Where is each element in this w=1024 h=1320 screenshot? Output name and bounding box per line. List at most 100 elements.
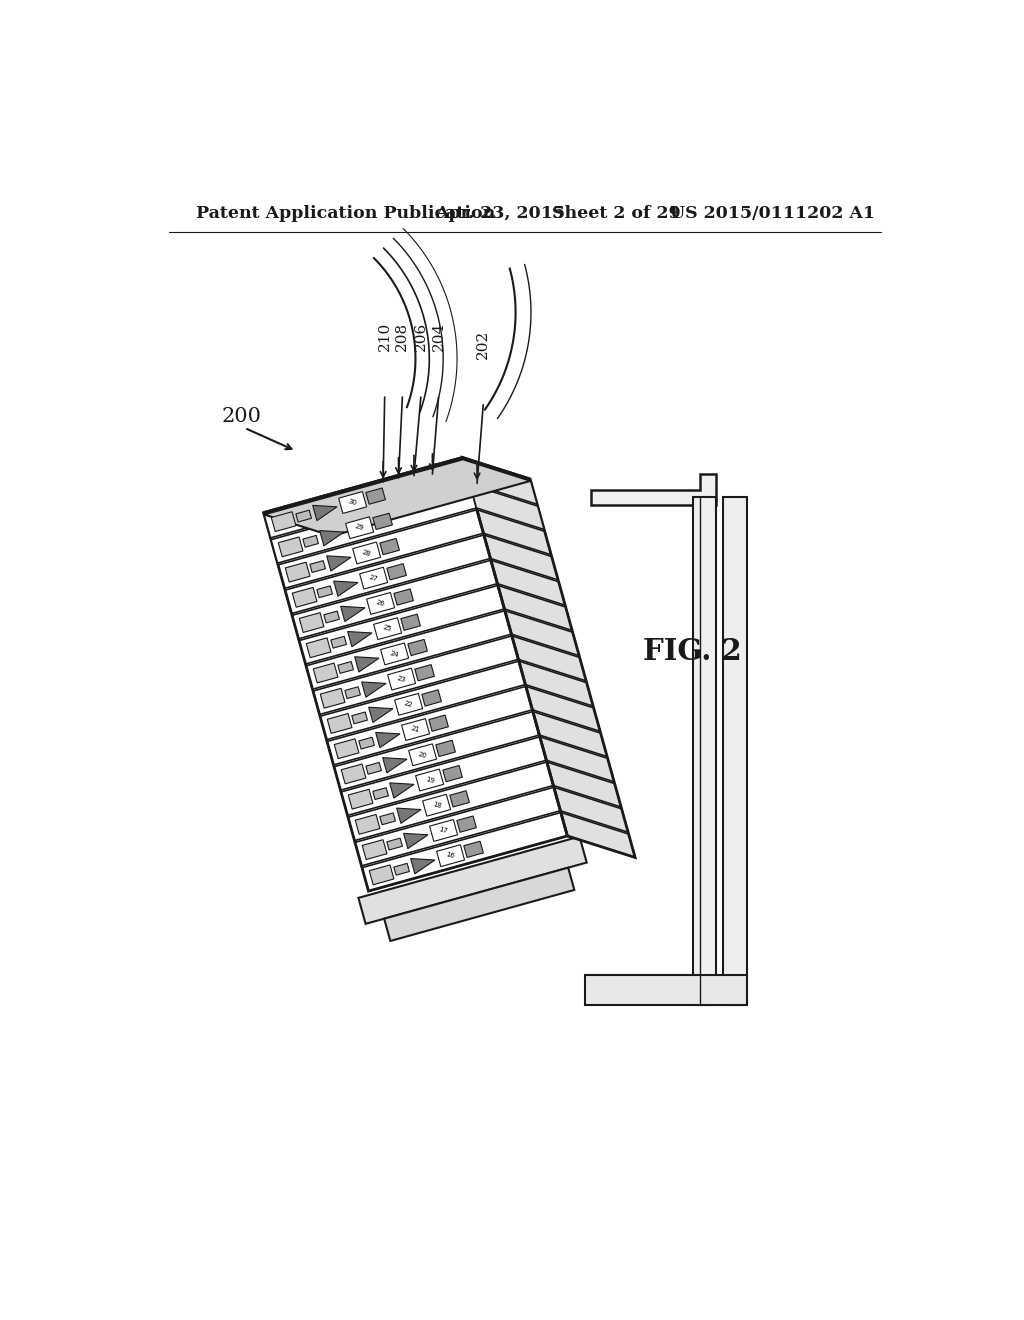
Polygon shape <box>285 535 490 614</box>
Polygon shape <box>355 787 560 866</box>
Polygon shape <box>540 737 614 781</box>
Polygon shape <box>401 718 430 741</box>
Polygon shape <box>331 636 346 648</box>
Polygon shape <box>373 788 388 800</box>
Polygon shape <box>306 611 511 689</box>
Polygon shape <box>321 688 345 708</box>
Polygon shape <box>394 693 423 715</box>
Polygon shape <box>561 813 635 858</box>
Polygon shape <box>591 474 716 506</box>
Polygon shape <box>299 586 505 664</box>
Text: 200: 200 <box>221 407 261 426</box>
Text: 24: 24 <box>389 649 399 657</box>
Text: 28: 28 <box>361 549 372 557</box>
Polygon shape <box>358 737 375 748</box>
Polygon shape <box>292 587 317 607</box>
Text: 23: 23 <box>396 675 407 684</box>
Polygon shape <box>367 593 394 614</box>
Polygon shape <box>355 814 380 834</box>
Polygon shape <box>532 711 607 756</box>
Polygon shape <box>464 841 483 858</box>
Polygon shape <box>724 498 746 1006</box>
Text: 208: 208 <box>395 322 410 351</box>
Text: FIG. 2: FIG. 2 <box>643 636 741 665</box>
Polygon shape <box>369 708 393 722</box>
Polygon shape <box>279 510 483 589</box>
Polygon shape <box>477 510 551 554</box>
Text: 22: 22 <box>403 701 414 709</box>
Polygon shape <box>264 459 469 537</box>
Polygon shape <box>313 663 338 682</box>
Polygon shape <box>457 816 476 832</box>
Polygon shape <box>354 657 379 672</box>
Polygon shape <box>384 867 574 941</box>
Text: 21: 21 <box>411 726 421 734</box>
Polygon shape <box>271 512 296 532</box>
Polygon shape <box>394 589 414 605</box>
Polygon shape <box>306 638 331 657</box>
Polygon shape <box>374 618 401 640</box>
Polygon shape <box>348 762 553 841</box>
Polygon shape <box>327 556 351 572</box>
Polygon shape <box>271 484 476 564</box>
Polygon shape <box>370 865 394 884</box>
Polygon shape <box>334 581 358 597</box>
Polygon shape <box>339 491 367 513</box>
Polygon shape <box>346 517 374 539</box>
Polygon shape <box>400 614 421 631</box>
Polygon shape <box>554 787 628 833</box>
Text: 20: 20 <box>418 751 428 759</box>
Polygon shape <box>292 560 498 639</box>
Polygon shape <box>376 733 400 747</box>
Text: 19: 19 <box>425 776 435 784</box>
Polygon shape <box>366 488 385 504</box>
Polygon shape <box>341 737 547 816</box>
Polygon shape <box>463 459 538 504</box>
Polygon shape <box>334 711 540 791</box>
Polygon shape <box>381 643 409 665</box>
Polygon shape <box>352 543 381 564</box>
Polygon shape <box>341 606 365 622</box>
Polygon shape <box>341 764 366 784</box>
Polygon shape <box>303 536 318 548</box>
Polygon shape <box>429 715 449 731</box>
Polygon shape <box>383 758 407 774</box>
Polygon shape <box>312 506 337 520</box>
Polygon shape <box>403 833 428 849</box>
Polygon shape <box>394 863 410 875</box>
Polygon shape <box>313 636 518 714</box>
Polygon shape <box>380 813 395 825</box>
Polygon shape <box>505 611 580 656</box>
Polygon shape <box>387 564 407 579</box>
Polygon shape <box>264 459 530 536</box>
Polygon shape <box>299 612 324 632</box>
Polygon shape <box>321 661 525 739</box>
Polygon shape <box>279 537 303 557</box>
Polygon shape <box>334 739 359 759</box>
Polygon shape <box>519 661 593 706</box>
Polygon shape <box>338 661 353 673</box>
Polygon shape <box>348 789 373 809</box>
Text: 29: 29 <box>354 524 365 532</box>
Polygon shape <box>348 631 372 647</box>
Polygon shape <box>319 531 344 546</box>
Polygon shape <box>361 682 386 697</box>
Polygon shape <box>380 539 399 554</box>
Polygon shape <box>296 510 311 521</box>
Polygon shape <box>422 690 441 706</box>
Polygon shape <box>388 668 416 690</box>
Polygon shape <box>408 639 427 656</box>
Polygon shape <box>470 484 544 529</box>
Polygon shape <box>387 838 402 850</box>
Polygon shape <box>316 586 333 598</box>
Text: Sheet 2 of 29: Sheet 2 of 29 <box>552 206 681 222</box>
Polygon shape <box>512 636 586 681</box>
Polygon shape <box>310 561 326 573</box>
Polygon shape <box>490 560 565 605</box>
Polygon shape <box>415 664 434 681</box>
Polygon shape <box>442 766 463 781</box>
Polygon shape <box>359 568 388 589</box>
Polygon shape <box>430 820 458 841</box>
Text: 30: 30 <box>347 499 357 507</box>
Polygon shape <box>547 762 622 807</box>
